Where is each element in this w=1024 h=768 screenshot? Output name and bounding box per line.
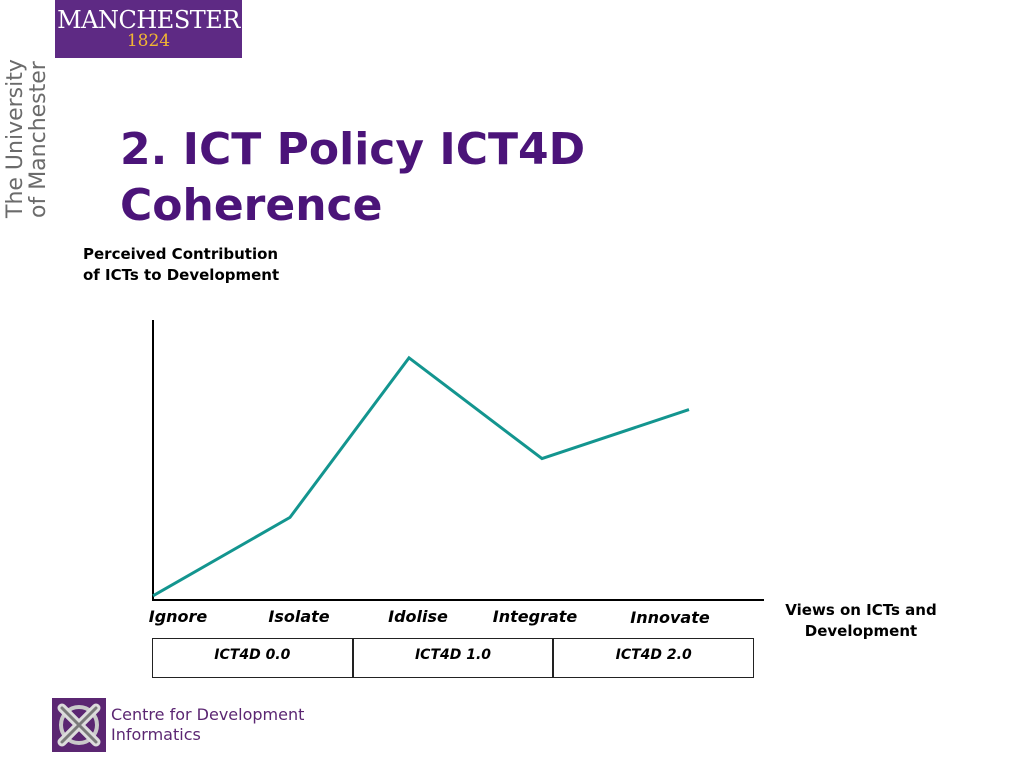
y-axis-label: Perceived Contribution of ICTs to Develo… [83,245,280,284]
cdi-name: Centre for Development Informatics [111,705,351,745]
category-label-isolate: Isolate [268,607,329,626]
series-line [152,355,690,598]
slide-title: 2. ICT Policy ICT4D Coherence [120,124,586,231]
category-label-idolise: Idolise [388,607,448,626]
logo-year: 1824 [126,31,171,51]
category-label-integrate: Integrate [493,607,578,626]
phase-cell-0: ICT4D 0.0 [214,647,291,663]
university-logo: MANCHESTER 1824 [55,0,242,58]
phase-cell-1: ICT4D 1.0 [351,639,553,677]
category-label-innovate: Innovate [630,608,710,627]
phase-table: ICT4D 0.0 ICT4D 1.0 ICT4D 2.0 [152,638,754,678]
cdi-name-line2: Informatics [111,725,201,744]
cdi-name-line1: Centre for Development [111,705,305,724]
phase-cell-2: ICT4D 2.0 [552,639,753,677]
logo-name: MANCHESTER [57,6,240,34]
category-label-ignore: Ignore [149,607,208,626]
category-labels: Ignore Isolate Idolise Integrate Innovate [149,607,710,627]
cdi-cross-logo-icon [52,698,106,752]
x-axis-label: Views on ICTs and Development [785,601,937,640]
